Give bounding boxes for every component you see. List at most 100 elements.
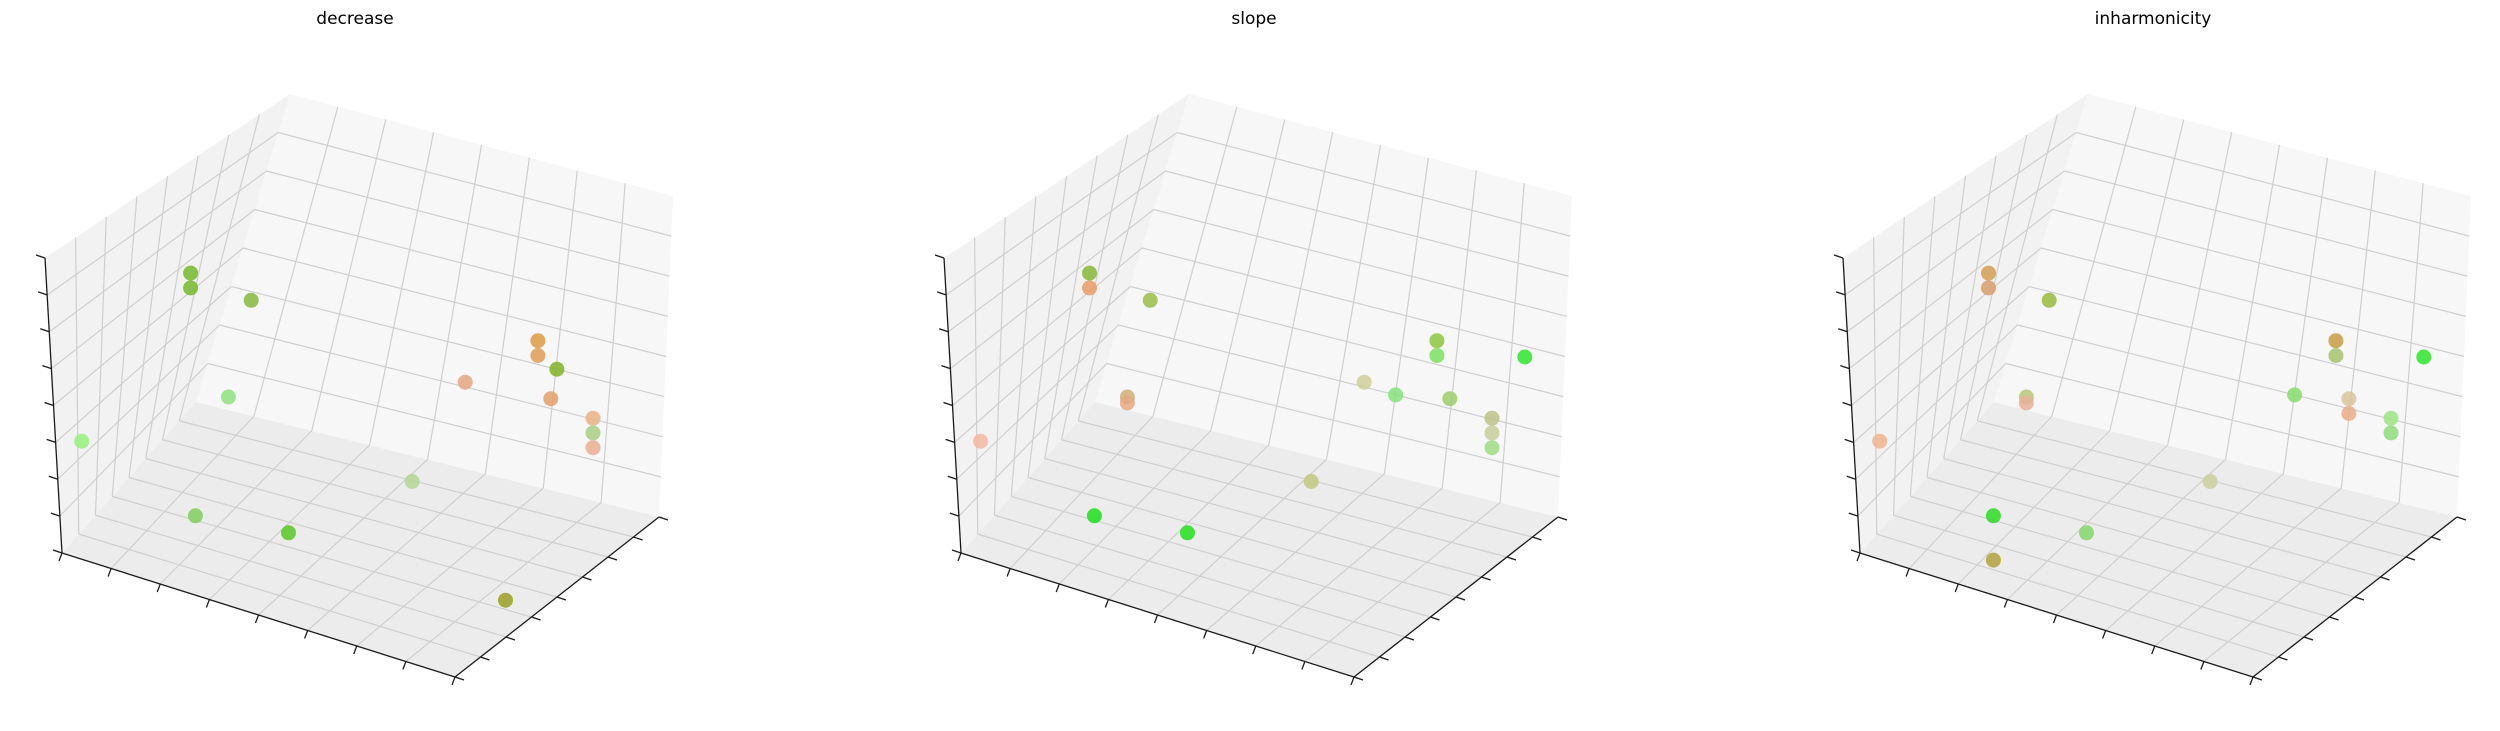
y-tick [505,636,516,641]
y-tick [1430,616,1440,621]
y-tick [1506,556,1517,561]
x-tick [1350,676,1355,686]
scatter-point [2328,333,2344,349]
scatter-point [457,374,473,390]
panel-2-title: slope [1231,9,1276,29]
scatter-point [549,361,565,377]
z-tick [50,512,61,517]
scatter-point [2018,395,2034,411]
x-tick [2151,645,2156,655]
floor-gridline [2105,473,2284,631]
scatter-point [2041,292,2057,308]
x-tick [156,583,161,593]
floor-gridline [2154,487,2342,647]
x-tick [205,599,210,608]
y-tick [1379,656,1389,661]
back-gridline [2224,144,2281,460]
back-gridline [2282,157,2328,474]
x-tick [2249,676,2254,686]
z-tick [1844,438,1854,443]
scatter-point [1303,474,1319,489]
scatter-point [1142,292,1158,308]
scatter-point [2202,474,2218,489]
back-gridline [426,144,483,460]
scatter-point [1981,280,1996,296]
y-tick [2431,536,2441,541]
floor-gridline [307,473,486,631]
scatter-point [183,280,199,296]
left-gridline [947,170,1166,333]
back-gridline [1383,157,1429,474]
x-tick [2052,614,2058,624]
back-gridline [1165,170,1569,277]
left-gridline [46,132,279,296]
back-gridline [2052,208,2466,317]
x-tick [107,568,112,577]
z-tick [939,328,949,333]
y-tick [2354,596,2365,601]
scatter-point [1484,425,1500,441]
back-gridline [2076,131,2470,237]
z-tick [1850,549,1861,554]
back-gridline [2340,170,2376,489]
scatter-point [2416,349,2432,365]
floor-pane [961,402,1558,677]
back-gridline [1441,170,1477,489]
back-gridline [1153,208,1567,317]
z-tick [1842,401,1852,407]
z-tick [943,401,953,407]
z-tick [1840,365,1850,370]
scatter-point [1442,391,1458,407]
back-gridline [1325,144,1382,460]
scatter-point [2287,387,2303,403]
scatter-point [543,391,559,407]
left-gridline [1976,114,2058,422]
panel-3-title: inharmonicity [2095,9,2212,29]
floor-gridline [1255,487,1443,647]
z-tick [42,365,52,370]
back-gridline [542,170,578,489]
y-tick [582,576,592,581]
x-tick [2200,661,2205,670]
left-gridline [1044,155,1098,459]
scatter-point [2079,525,2094,541]
z-tick [1848,512,1859,517]
scatter-point [530,333,546,349]
z-tick [44,401,54,407]
y-tick [2380,576,2390,581]
floor-gridline [2203,502,2400,662]
scatter-point [585,440,601,456]
left-pane [45,94,290,553]
panel-2: slope [934,9,1572,686]
floor-gridline [162,439,609,558]
back-gridline [484,157,530,474]
z-tick [1846,475,1856,480]
left-gridline [1846,170,2065,333]
scatter-point [530,348,546,363]
floor-pane [1860,402,2457,677]
y-tick [1481,576,1491,581]
z-tick [941,365,951,370]
x-tick [1104,599,1109,608]
scatter-point [1981,265,1996,281]
back-gridline [254,208,668,317]
z-tick [37,291,48,296]
scatter-point [2341,391,2357,407]
y-tick [633,536,643,541]
scatter-point [1356,374,1372,390]
y-tick [480,656,490,661]
x-tick [1954,583,1959,593]
z-tick [947,475,957,480]
scatter-point [2383,425,2399,441]
y-tick [2252,676,2263,681]
x-tick [1905,568,1910,577]
y-tick [2405,556,2416,561]
floor-gridline [1044,458,1482,578]
scatter-point [1484,440,1500,456]
x-tick [353,645,358,655]
y-tick [2303,636,2314,641]
scatter-point [2383,410,2399,426]
scatter-point [1388,387,1404,403]
x-tick [1153,614,1159,624]
